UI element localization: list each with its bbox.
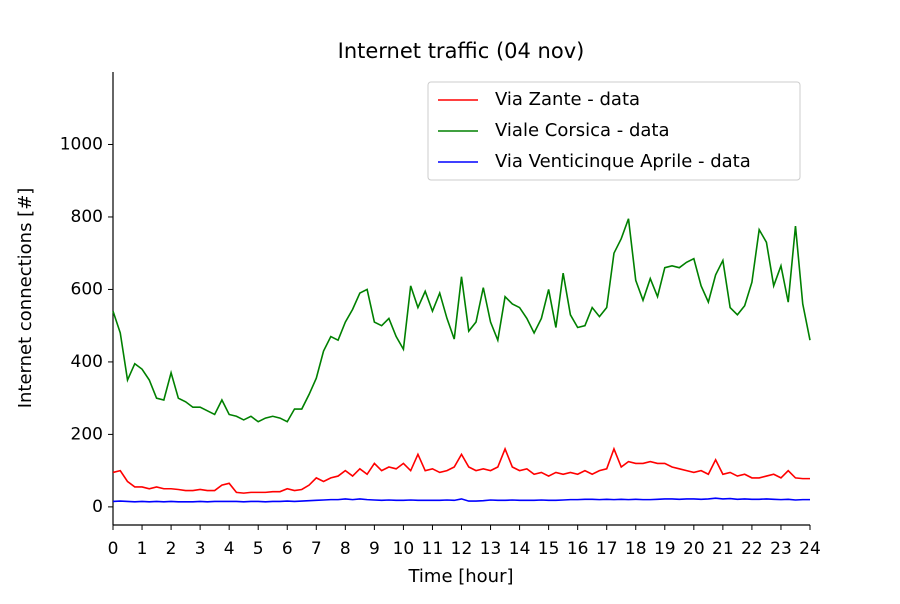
y-tick-label: 600: [71, 279, 103, 299]
chart-title: Internet traffic (04 nov): [338, 39, 585, 63]
x-tick-label: 22: [741, 539, 763, 559]
x-tick-label: 14: [509, 539, 531, 559]
x-tick-label: 18: [625, 539, 647, 559]
legend-label: Via Zante - data: [495, 89, 640, 110]
x-tick-label: 10: [393, 539, 415, 559]
x-tick-label: 15: [538, 539, 560, 559]
x-tick-label: 23: [770, 539, 792, 559]
data-line: [112, 218, 811, 423]
legend-box: [427, 81, 801, 181]
x-tick-label: 2: [166, 539, 177, 559]
x-tick-label: 16: [567, 539, 589, 559]
x-tick-label: 4: [224, 539, 235, 559]
x-tick-label: 8: [340, 539, 351, 559]
legend: Via Zante - data Viale Corsica - data Via …: [427, 81, 801, 181]
x-tick-label: 5: [253, 539, 264, 559]
x-tick-label: 7: [311, 539, 322, 559]
x-tick-label: 19: [654, 539, 676, 559]
data-line: [112, 497, 810, 503]
y-tick-label: 200: [71, 424, 103, 444]
x-tick-label: 17: [596, 539, 618, 559]
data-line: [112, 446, 810, 494]
y-tick-label: 1000: [60, 134, 103, 154]
y-tick-label: 800: [71, 207, 103, 227]
y-tick-label: 400: [71, 352, 103, 372]
y-tick-label: 0: [92, 497, 103, 517]
x-tick-label: 12: [451, 539, 473, 559]
x-tick-label: 13: [480, 539, 502, 559]
x-tick-label: 11: [422, 539, 444, 559]
x-tick-label: 9: [369, 539, 380, 559]
x-tick-label: 20: [683, 539, 705, 559]
legend-label: Via Venticinque Aprile - data: [495, 151, 751, 172]
x-tick-label: 1: [137, 539, 148, 559]
x-tick-label: 24: [799, 539, 821, 559]
x-tick-label: 21: [712, 539, 734, 559]
x-tick-label: 0: [108, 539, 119, 559]
x-axis-label: Time [hour]: [407, 566, 513, 587]
y-axis-label: Internet connections [#]: [15, 188, 36, 409]
x-tick-label: 3: [195, 539, 206, 559]
x-tick-label: 6: [282, 539, 293, 559]
legend-label: Viale Corsica - data: [495, 120, 670, 141]
